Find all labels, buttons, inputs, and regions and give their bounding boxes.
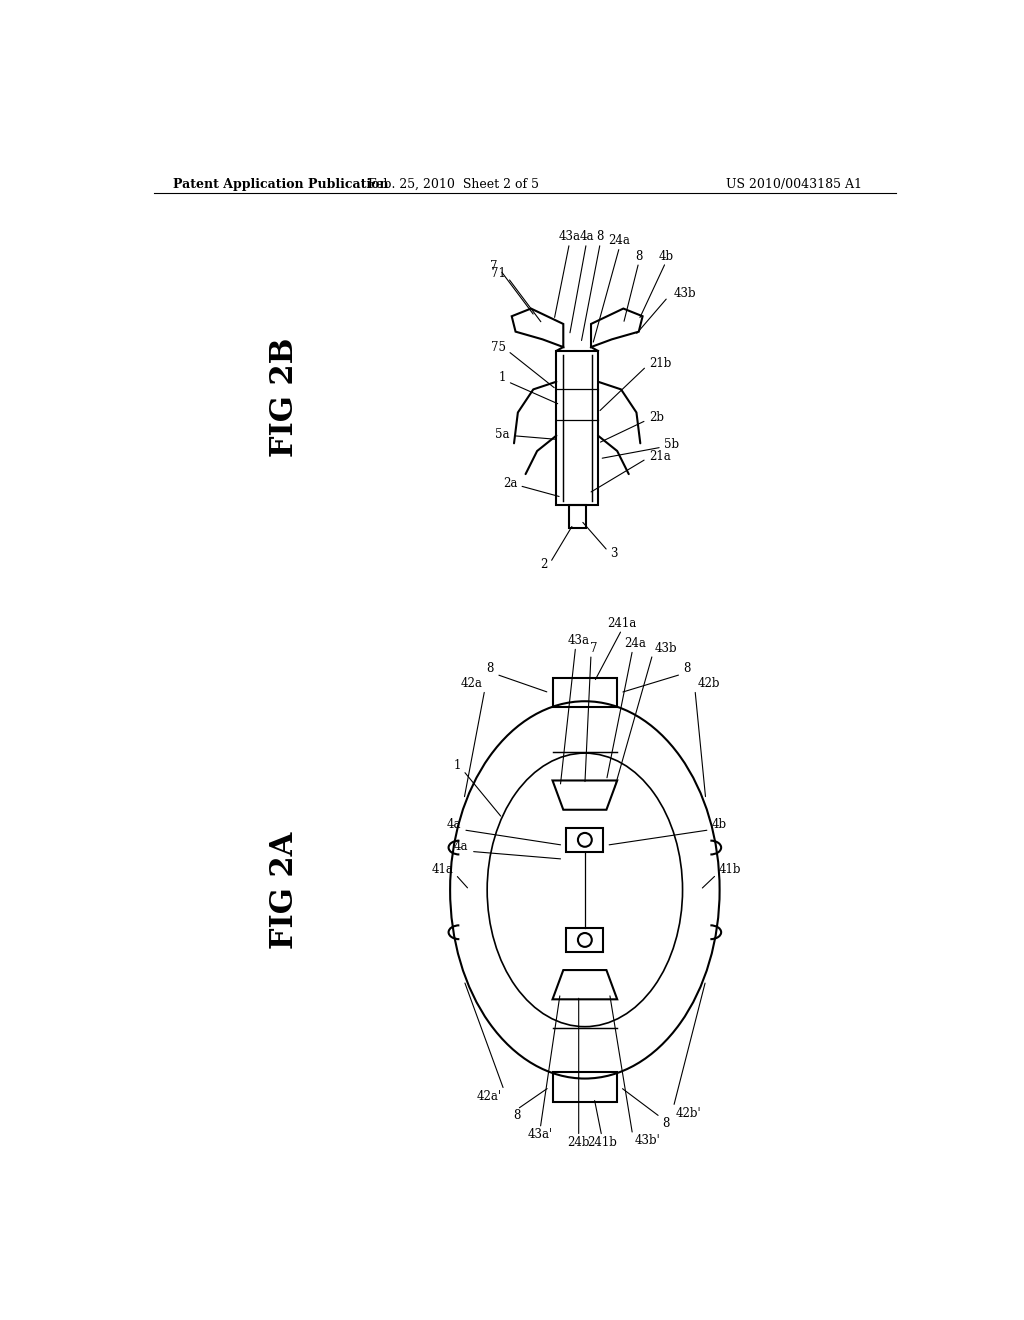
Text: 75: 75 [490, 341, 506, 354]
Text: 42b': 42b' [676, 1106, 701, 1119]
Text: 42a': 42a' [477, 1090, 502, 1102]
Text: 2a: 2a [503, 477, 517, 490]
Text: 43b: 43b [655, 642, 678, 655]
Text: 241b: 241b [587, 1137, 616, 1148]
Text: 43a: 43a [567, 634, 590, 647]
Text: 43b': 43b' [635, 1134, 660, 1147]
Text: 4a: 4a [446, 818, 461, 832]
Text: 1: 1 [454, 759, 461, 772]
Text: 8: 8 [597, 231, 604, 243]
Text: 2: 2 [541, 558, 548, 572]
Text: 43a': 43a' [527, 1129, 553, 1142]
Text: 8: 8 [635, 249, 642, 263]
Text: 8: 8 [683, 661, 691, 675]
Text: 41b: 41b [719, 862, 741, 875]
Text: 5a: 5a [495, 428, 509, 441]
Text: 4a: 4a [580, 231, 594, 243]
Text: 8: 8 [663, 1117, 670, 1130]
Text: Feb. 25, 2010  Sheet 2 of 5: Feb. 25, 2010 Sheet 2 of 5 [369, 178, 540, 190]
Text: 24b: 24b [567, 1137, 590, 1148]
Text: 42a: 42a [461, 677, 482, 690]
Text: 4a: 4a [454, 840, 469, 853]
Text: 3: 3 [610, 546, 617, 560]
Text: FIG 2B: FIG 2B [269, 338, 300, 457]
Text: 21b: 21b [649, 358, 671, 371]
Text: 4b: 4b [658, 249, 673, 263]
Text: 5b: 5b [665, 438, 679, 451]
Text: 7: 7 [590, 642, 597, 655]
Text: 8: 8 [486, 661, 494, 675]
Text: 42b: 42b [697, 677, 720, 690]
Text: 24a: 24a [608, 234, 631, 247]
Text: 43b: 43b [674, 286, 696, 300]
Text: Patent Application Publication: Patent Application Publication [173, 178, 388, 190]
Text: 241a: 241a [607, 616, 637, 630]
Text: 71: 71 [490, 268, 506, 280]
Text: 1: 1 [498, 371, 506, 384]
Text: 7: 7 [490, 260, 498, 273]
Text: 4b: 4b [712, 818, 727, 832]
Text: 41a: 41a [431, 862, 454, 875]
Text: 24a: 24a [624, 638, 646, 649]
Text: 43a: 43a [558, 231, 581, 243]
Text: US 2010/0043185 A1: US 2010/0043185 A1 [726, 178, 862, 190]
Text: 8: 8 [513, 1109, 521, 1122]
Text: FIG 2A: FIG 2A [269, 832, 300, 949]
Text: 2b: 2b [649, 412, 664, 425]
Text: 21a: 21a [649, 450, 671, 463]
